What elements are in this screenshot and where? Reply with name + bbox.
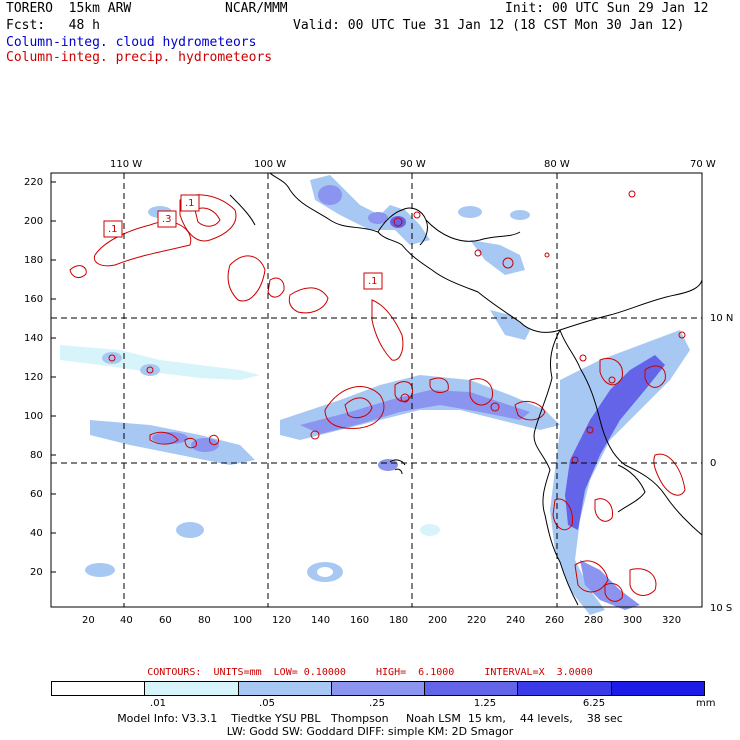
x-tick-label: 240: [506, 615, 526, 626]
colorbar-label: 6.25: [582, 698, 606, 709]
colorbar-segment: [144, 682, 238, 695]
y-tick-label: 160: [24, 294, 44, 305]
lat-label: 10 S: [710, 603, 733, 614]
model-info-line1: Model Info: V3.3.1 Tiedtke YSU PBL Thomp…: [117, 712, 623, 725]
organization-label: NCAR/MMM: [225, 1, 288, 16]
x-tick-label: 300: [623, 615, 643, 626]
colorbar-segment: [424, 682, 518, 695]
y-tick-label: 100: [24, 411, 44, 422]
colorbar-label: 1.25: [473, 698, 497, 709]
precip-hydrometeor-contours: [69, 190, 686, 602]
x-tick-label: 280: [584, 615, 604, 626]
colorbar-segment: [52, 682, 145, 695]
x-tick-label: 40: [120, 615, 133, 626]
x-tick-label: 80: [198, 615, 211, 626]
y-tick-label: 40: [30, 528, 43, 539]
colorbar-label: .25: [369, 698, 385, 709]
x-tick-label: 140: [311, 615, 331, 626]
contour-label: .1: [108, 224, 118, 235]
contour-label: .3: [162, 214, 172, 225]
y-tick-label: 220: [24, 177, 44, 188]
lat-lon-grid: [51, 173, 702, 607]
y-tick-label: 200: [24, 216, 44, 227]
colorbar-segment: [330, 682, 425, 695]
x-tick-label: 60: [159, 615, 172, 626]
lon-label: 70 W: [690, 159, 716, 170]
colorbar-segment: [610, 682, 704, 695]
x-tick-label: 220: [467, 615, 487, 626]
contour-info-line: CONTOURS: UNITS=mm LOW= 0.10000 HIGH= 6.…: [147, 667, 593, 678]
y-tick-label: 140: [24, 333, 44, 344]
valid-time: Valid: 00 UTC Tue 31 Jan 12 (18 CST Mon …: [293, 18, 685, 33]
x-tick-label: 120: [272, 615, 292, 626]
x-tick-label: 260: [545, 615, 565, 626]
lon-label: 80 W: [544, 159, 570, 170]
colorbar-segment: [517, 682, 611, 695]
lat-label: 0: [710, 458, 717, 469]
x-tick-label: 320: [662, 615, 682, 626]
contour-label: .1: [185, 198, 195, 209]
y-tick-label: 120: [24, 372, 44, 383]
field-label-precip: Column-integ. precip. hydrometeors: [6, 50, 273, 65]
y-tick-label: 60: [30, 489, 43, 500]
x-tick-label: 200: [428, 615, 448, 626]
lon-label: 90 W: [400, 159, 426, 170]
contour-label-boxes: [103, 194, 383, 290]
y-tick-label: 180: [24, 255, 44, 266]
x-tick-label: 160: [350, 615, 370, 626]
forecast-hour: Fcst: 48 h: [6, 18, 100, 33]
map-frame: [50, 172, 703, 608]
axis-ticks: [51, 181, 56, 573]
model-title: TORERO 15km ARW: [6, 1, 132, 16]
field-label-cloud: Column-integ. cloud hydrometeors: [6, 35, 257, 50]
land-outline: [229, 172, 703, 606]
init-time: Init: 00 UTC Sun 29 Jan 12: [505, 1, 709, 16]
lon-label: 110 W: [110, 159, 143, 170]
colorbar-units: mm: [696, 698, 716, 709]
lat-label: 10 N: [710, 313, 734, 324]
lon-label: 100 W: [254, 159, 287, 170]
colorbar-label: .01: [150, 698, 166, 709]
colorbar: [51, 681, 705, 696]
y-tick-label: 80: [30, 450, 43, 461]
y-tick-label: 20: [30, 567, 43, 578]
x-tick-label: 180: [389, 615, 409, 626]
colorbar-label: .05: [259, 698, 275, 709]
x-tick-label: 20: [82, 615, 95, 626]
x-tick-label: 100: [233, 615, 253, 626]
contour-label: .1: [368, 276, 378, 287]
model-info-line2: LW: Godd SW: Goddard DIFF: simple KM: 2D…: [226, 725, 514, 738]
cloud-hydrometeor-shading: [60, 175, 690, 615]
colorbar-segment: [237, 682, 331, 695]
